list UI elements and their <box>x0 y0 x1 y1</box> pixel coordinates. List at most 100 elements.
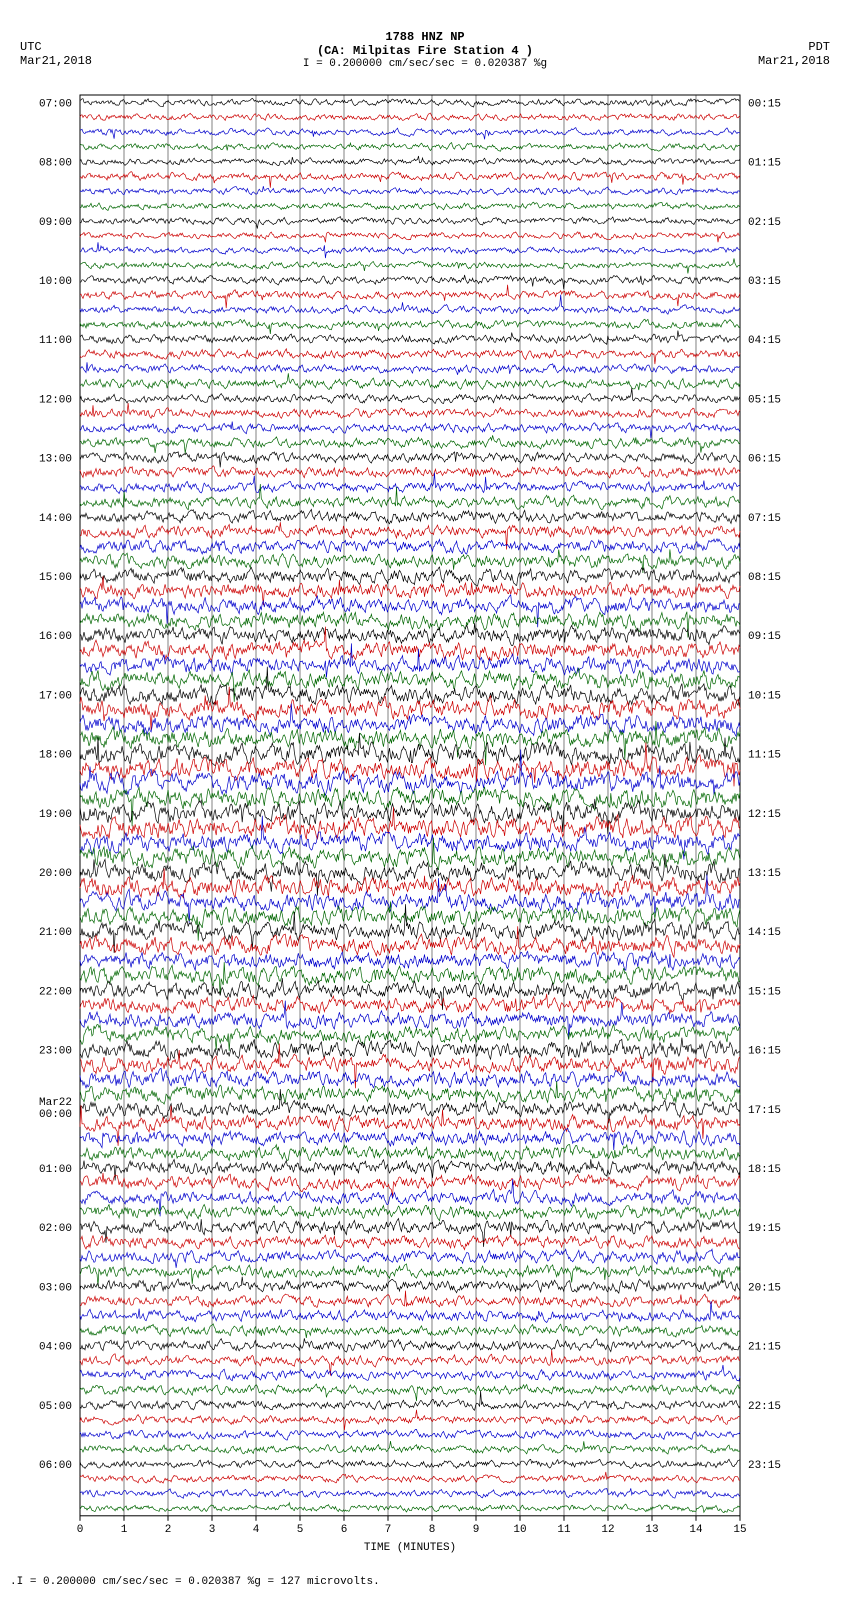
seismic-trace <box>80 1384 740 1401</box>
seismic-trace <box>80 1068 740 1088</box>
seismic-trace <box>80 435 740 453</box>
x-tick-label: 5 <box>297 1524 304 1536</box>
seismic-trace <box>80 1291 740 1308</box>
x-tick-label: 12 <box>601 1524 614 1536</box>
right-time-label: 19:15 <box>748 1223 781 1235</box>
left-time-label: 11:00 <box>39 335 72 347</box>
seismic-trace <box>80 1441 740 1454</box>
seismic-trace <box>80 1025 740 1051</box>
seismic-trace <box>80 1391 740 1410</box>
left-time-label: 12:00 <box>39 394 72 406</box>
left-time-label: 15:00 <box>39 572 72 584</box>
seismic-trace <box>80 838 740 870</box>
seismic-trace <box>80 994 740 1013</box>
left-time-label: 16:00 <box>39 631 72 643</box>
seismic-trace <box>80 509 740 523</box>
seismic-trace <box>80 567 740 586</box>
seismic-trace <box>80 668 740 701</box>
left-time-label: 22:00 <box>39 986 72 998</box>
right-time-label: 08:15 <box>748 572 781 584</box>
right-time-label: 04:15 <box>748 335 781 347</box>
seismic-trace <box>80 951 740 970</box>
left-time-label: 07:00 <box>39 98 72 110</box>
x-tick-label: 7 <box>385 1524 392 1536</box>
seismic-trace <box>80 388 740 404</box>
right-time-label: 03:15 <box>748 276 781 288</box>
seismic-trace <box>80 331 740 345</box>
left-time-label: 10:00 <box>39 276 72 288</box>
seismic-trace <box>80 623 740 645</box>
right-time-label: 07:15 <box>748 513 781 525</box>
seismic-trace <box>80 362 740 374</box>
plot-area: 0123456789101112131415TIME (MINUTES)07:0… <box>20 85 830 1566</box>
right-time-label: 15:15 <box>748 986 781 998</box>
seismic-trace <box>80 1324 740 1338</box>
seismic-trace <box>80 258 740 273</box>
right-time-label: 11:15 <box>748 750 781 762</box>
right-time-label: 01:15 <box>748 158 781 170</box>
left-time-label: 01:00 <box>39 1164 72 1176</box>
right-time-label: 06:15 <box>748 454 781 466</box>
footer-note: = 0.200000 cm/sec/sec = 0.020387 %g = 12… <box>30 1576 380 1588</box>
seismic-trace <box>80 422 740 439</box>
seismic-trace <box>80 186 740 195</box>
seismic-trace <box>80 285 740 308</box>
tz-left-label: UTC <box>20 40 92 54</box>
x-tick-label: 6 <box>341 1524 348 1536</box>
seismograph-page: UTC Mar21,2018 PDT Mar21,2018 1788 HNZ N… <box>0 0 850 1608</box>
x-tick-label: 1 <box>121 1524 128 1536</box>
seismic-trace <box>80 854 740 896</box>
right-time-label: 13:15 <box>748 868 781 880</box>
left-time-label: 20:00 <box>39 868 72 880</box>
seismic-trace <box>80 466 740 478</box>
seismic-trace <box>80 1277 740 1293</box>
seismic-trace <box>80 1503 740 1513</box>
seismic-trace <box>80 232 740 242</box>
left-time-label: 21:00 <box>39 927 72 939</box>
right-time-label: 12:15 <box>748 809 781 821</box>
x-tick-label: 9 <box>473 1524 480 1536</box>
seismic-trace <box>80 403 740 418</box>
seismic-trace <box>80 1338 740 1352</box>
seismic-trace <box>80 539 740 554</box>
seismic-trace <box>80 156 740 166</box>
seismic-trace <box>80 1459 740 1468</box>
right-time-label: 05:15 <box>748 394 781 406</box>
right-time-label: 14:15 <box>748 927 781 939</box>
x-tick-label: 10 <box>513 1524 526 1536</box>
seismic-trace <box>80 242 740 258</box>
seismic-trace <box>80 1204 740 1220</box>
seismic-trace <box>80 901 740 940</box>
right-time-label: 17:15 <box>748 1105 781 1117</box>
left-time-label: 04:00 <box>39 1342 72 1354</box>
seismic-trace <box>80 1145 740 1162</box>
seismic-trace <box>80 128 740 140</box>
seismic-trace <box>80 143 740 152</box>
seismic-trace <box>80 202 740 210</box>
station-name: (CA: Milpitas Fire Station 4 ) <box>0 44 850 58</box>
seismic-trace <box>80 98 740 107</box>
left-time-label: 23:00 <box>39 1046 72 1058</box>
x-axis-label: TIME (MINUTES) <box>364 1542 456 1554</box>
left-time-label: 05:00 <box>39 1401 72 1413</box>
station-id: 1788 HNZ NP <box>0 30 850 44</box>
tz-left-block: UTC Mar21,2018 <box>20 40 92 68</box>
seismic-trace <box>80 807 740 839</box>
scale-bar-icon: .I <box>10 1576 23 1588</box>
seismic-trace <box>80 1173 740 1197</box>
right-time-label: 02:15 <box>748 217 781 229</box>
x-tick-label: 3 <box>209 1524 216 1536</box>
right-time-label: 22:15 <box>748 1401 781 1413</box>
left-time-label: 08:00 <box>39 158 72 170</box>
tz-right-date: Mar21,2018 <box>758 54 830 68</box>
x-tick-label: 8 <box>429 1524 436 1536</box>
left-time-label: 06:00 <box>39 1460 72 1472</box>
seismic-trace <box>80 1089 740 1123</box>
right-time-label: 23:15 <box>748 1460 781 1472</box>
seismic-trace <box>80 1365 740 1381</box>
x-tick-label: 13 <box>645 1524 658 1536</box>
right-time-label: 10:15 <box>748 690 781 702</box>
helicorder-svg: 0123456789101112131415TIME (MINUTES)07:0… <box>20 85 800 1566</box>
left-time-label: 18:00 <box>39 750 72 762</box>
scale-bar-icon: I <box>303 58 310 70</box>
